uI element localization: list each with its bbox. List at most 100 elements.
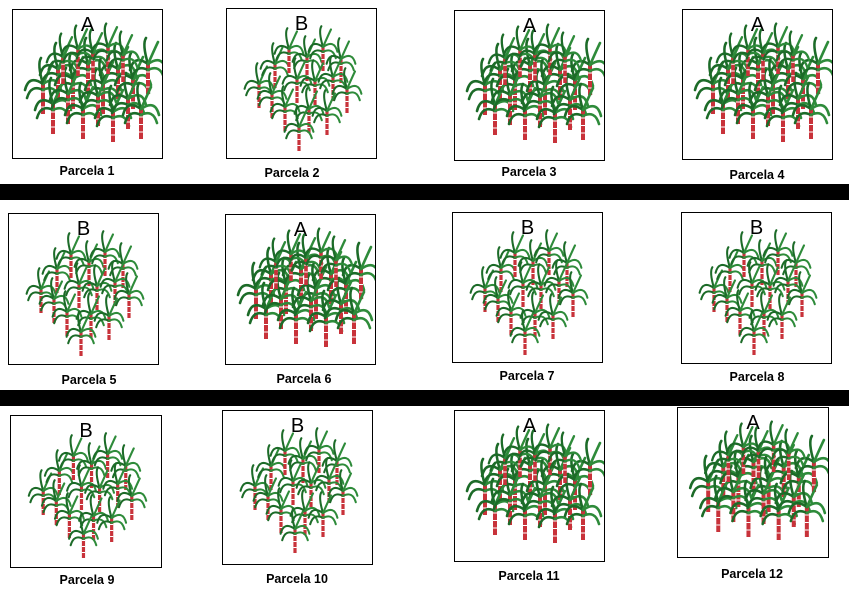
sugarcane-plant	[307, 25, 339, 71]
plot-label-10: Parcela 10	[266, 572, 328, 586]
sugarcane-plant	[84, 466, 116, 512]
sugarcane-plant	[93, 294, 125, 340]
sugarcane-plant	[116, 474, 148, 520]
sugarcane-plant	[728, 231, 760, 277]
sugarcane-plant	[766, 293, 798, 339]
sugarcane-plant	[798, 36, 832, 94]
sugarcane-plant	[714, 246, 746, 292]
sugarcane-plant	[81, 264, 113, 310]
plot-box-2: B	[226, 8, 377, 159]
sugarcane-plant	[775, 30, 811, 82]
plot-box-11: A	[454, 410, 605, 562]
sugarcane-plant	[57, 434, 89, 480]
sugarcane-plant	[90, 22, 126, 74]
sugarcane-plant	[771, 428, 807, 480]
sugarcane-plant	[772, 259, 804, 305]
row-divider	[0, 184, 849, 200]
sugarcane-plant	[563, 482, 603, 540]
plant-cluster-1	[23, 22, 162, 142]
plot-label-4: Parcela 4	[729, 168, 785, 182]
plot-label-6: Parcela 6	[276, 372, 332, 386]
sugarcane-plant	[311, 89, 343, 135]
plant-cluster-4	[693, 22, 832, 142]
sugarcane-plant	[283, 105, 315, 151]
plot-label-2: Parcela 2	[264, 166, 320, 180]
sugarcane-plant	[517, 29, 553, 81]
plot-letter: B	[76, 218, 91, 240]
plot-label-8: Parcela 8	[729, 370, 785, 384]
sugarcane-plant	[754, 263, 786, 309]
plot-box-1: A	[12, 9, 163, 159]
sugarcane-plant	[791, 81, 831, 139]
sugarcane-plant	[537, 293, 569, 339]
sugarcane-plant	[787, 479, 827, 537]
sugarcane-plant	[570, 37, 604, 95]
sugarcane-plant	[65, 310, 97, 356]
sugarcane-plant	[295, 461, 327, 507]
sugarcane-plant	[255, 444, 287, 490]
plot-letter: B	[520, 217, 535, 239]
sugarcane-plant	[105, 30, 141, 82]
plot-label-5: Parcela 5	[61, 373, 117, 387]
plant-cluster-9	[27, 432, 148, 558]
plot-box-12: A	[677, 407, 829, 558]
plant-cluster-8	[698, 229, 818, 355]
sugarcane-plant	[96, 496, 128, 542]
sugarcane-plant	[729, 479, 768, 537]
sugarcane-plant	[741, 426, 776, 478]
sugarcane-plant	[341, 241, 375, 299]
sugarcane-plant	[303, 227, 339, 279]
sugarcane-plant	[509, 309, 541, 355]
sugarcane-plant	[745, 28, 781, 80]
sugarcane-plant	[547, 31, 583, 83]
sugarcane-plant	[502, 25, 538, 77]
plot-label-3: Parcela 3	[501, 165, 557, 179]
sugarcane-plant	[313, 457, 345, 503]
sugarcane-plant	[75, 28, 111, 80]
plot-box-9: B	[10, 415, 162, 568]
sugarcane-plant	[517, 429, 553, 481]
sugarcane-plant	[334, 286, 374, 344]
plant-cluster-10	[239, 427, 359, 553]
plant-cluster-11	[465, 423, 604, 543]
plot-letter: B	[294, 13, 309, 35]
sugarcane-plant	[533, 229, 565, 275]
sugarcane-plant	[299, 59, 331, 105]
plot-letter: B	[79, 420, 93, 442]
plot-box-3: A	[454, 10, 605, 161]
plant-cluster-2	[243, 25, 363, 151]
plot-label-1: Parcela 1	[59, 164, 115, 178]
sugarcane-plant	[121, 81, 161, 139]
plant-cluster-6	[236, 227, 375, 347]
sugarcane-plant	[738, 309, 770, 355]
sugarcane-plant	[63, 262, 95, 308]
sugarcane-plant	[543, 259, 575, 305]
sugarcane-plant	[507, 261, 539, 307]
sugarcane-plant	[550, 472, 590, 530]
sugarcane-plant	[547, 431, 583, 483]
sugarcane-plant	[102, 462, 134, 508]
row-divider	[0, 390, 849, 406]
sugarcane-plant	[277, 459, 309, 505]
sugarcane-plant	[76, 442, 107, 488]
plant-cluster-7	[469, 229, 589, 355]
plant-cluster-5	[25, 230, 145, 356]
plant-cluster-12	[688, 420, 828, 540]
sugarcane-plant	[75, 292, 107, 338]
sugarcane-plant	[557, 271, 589, 317]
sugarcane-plant	[269, 429, 301, 475]
plot-box-7: B	[452, 212, 603, 363]
sugarcane-plant	[495, 289, 527, 335]
sugarcane-plant	[505, 482, 545, 540]
plot-label-9: Parcela 9	[59, 573, 115, 587]
sugarcane-plant	[279, 507, 311, 553]
sugarcane-plant	[281, 241, 321, 299]
sugarcane-plant	[499, 231, 531, 277]
plant-cluster-3	[465, 23, 604, 143]
sugarcane-plant	[327, 469, 359, 515]
sugarcane-plant	[89, 230, 121, 276]
sugarcane-plant	[63, 81, 103, 139]
sugarcane-plant	[273, 27, 305, 73]
plot-label-11: Parcela 11	[498, 569, 560, 583]
sugarcane-plant	[55, 232, 87, 278]
